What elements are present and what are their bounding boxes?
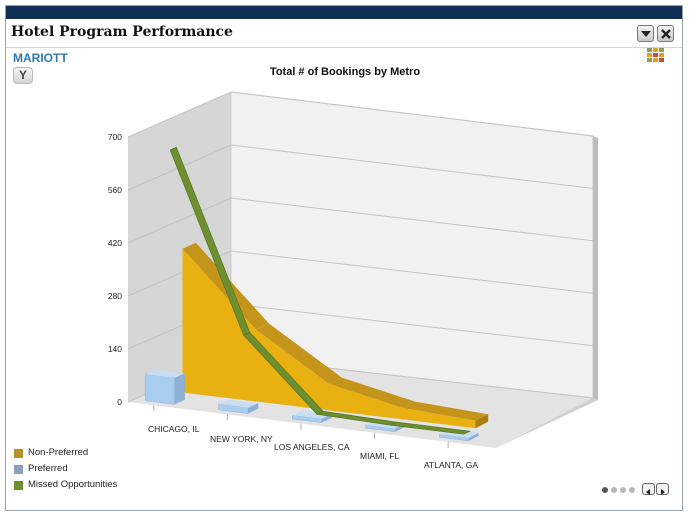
- page-dot[interactable]: [611, 487, 617, 493]
- panel-subtitle: MARIOTT: [13, 51, 68, 65]
- area-top-face: [329, 377, 416, 408]
- collapse-button[interactable]: [637, 25, 654, 42]
- filter-button[interactable]: Y: [13, 67, 33, 84]
- next-icon: [661, 489, 665, 495]
- close-button[interactable]: [657, 25, 674, 42]
- bar-top: [218, 399, 259, 408]
- y-tick-label: 140: [108, 344, 122, 354]
- x-tick-label: ATLANTA, GA: [424, 460, 478, 470]
- panel-top-bar: [6, 6, 682, 19]
- bar-top: [145, 369, 185, 378]
- y-tick-label: 700: [108, 132, 122, 142]
- gridline: [127, 91, 594, 138]
- panel: Hotel Program Performance MARIOTT Y Tota…: [5, 5, 683, 511]
- line-segment: [389, 421, 472, 435]
- triangle-down-icon: [641, 31, 651, 37]
- y-tick-label: 420: [108, 238, 122, 248]
- prev-icon: [646, 489, 650, 495]
- bar-side: [174, 373, 185, 405]
- y-tick-label: 560: [108, 185, 122, 195]
- back-wall-edge: [593, 136, 598, 400]
- area-top-face: [255, 323, 342, 384]
- bar-top: [292, 410, 332, 419]
- y-tick-label: 0: [117, 397, 122, 407]
- legend-label: Missed Opportunities: [28, 479, 118, 490]
- legend-label: Preferred: [28, 463, 68, 474]
- bar-side: [248, 403, 259, 414]
- filter-icon: Y: [18, 68, 27, 82]
- page-dot[interactable]: [629, 487, 635, 493]
- panel-header: Hotel Program Performance: [6, 19, 682, 48]
- area-end-face: [475, 414, 489, 429]
- next-page-button[interactable]: [656, 483, 669, 495]
- x-tick-label: NEW YORK, NY: [210, 434, 273, 444]
- bar-front: [144, 373, 175, 405]
- x-tick-label: CHICAGO, IL: [148, 424, 200, 434]
- legend-label: Non-Preferred: [28, 447, 89, 458]
- chart-title: Total # of Bookings by Metro: [269, 66, 421, 78]
- x-tick-label: LOS ANGELES, CA: [274, 442, 350, 452]
- legend-swatch: [14, 465, 23, 474]
- page-dot[interactable]: [602, 487, 608, 493]
- bar-side: [468, 432, 479, 441]
- gridline: [127, 197, 594, 244]
- area-front-face: [182, 248, 476, 429]
- legend-swatch: [14, 449, 23, 458]
- gridline: [127, 144, 594, 191]
- close-icon: [661, 29, 671, 39]
- area-top-face: [402, 401, 489, 421]
- y-tick-label: 280: [108, 291, 122, 301]
- panel-title: Hotel Program Performance: [11, 24, 233, 40]
- legend-swatch: [14, 481, 23, 490]
- bookings-chart: 0 140 280 420 560 700 CHICAGO, IL NEW YORK, NYL…: [108, 91, 598, 470]
- legend-grid-icon[interactable]: [646, 47, 666, 65]
- x-tick-label: MIAMI, FL: [360, 451, 399, 461]
- page-dot[interactable]: [620, 487, 626, 493]
- gridline: [127, 250, 594, 297]
- prev-page-button[interactable]: [642, 483, 655, 495]
